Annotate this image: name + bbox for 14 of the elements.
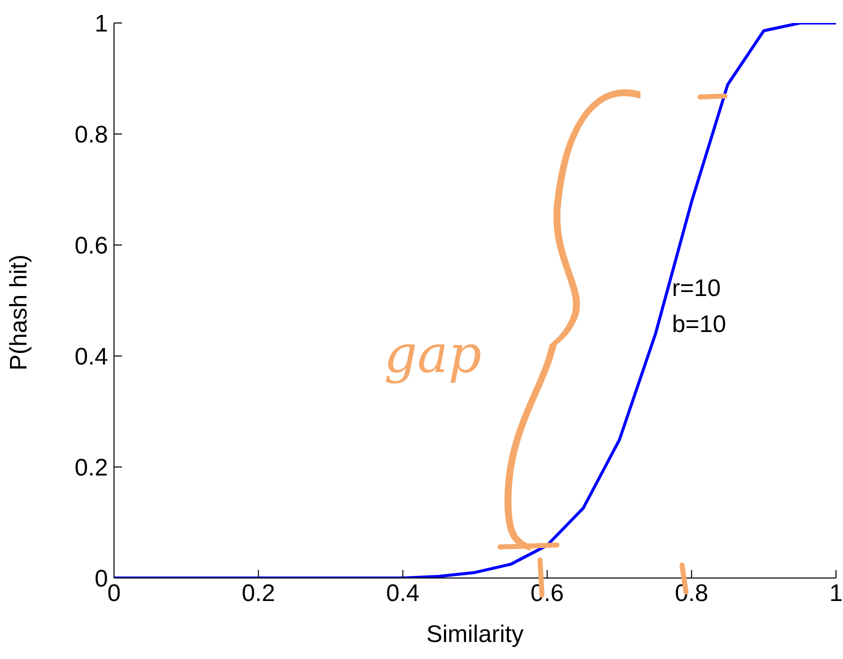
y-tick-label: 0.8 bbox=[74, 122, 108, 149]
y-tick-label: 0.2 bbox=[74, 454, 108, 482]
y-axis-title: P(hash hit) bbox=[6, 254, 33, 370]
x-tick-label: 0.2 bbox=[242, 580, 276, 608]
x-axis-title: Similarity bbox=[426, 621, 524, 648]
y-tick-label: 1 bbox=[94, 10, 108, 38]
annotation: b=10 bbox=[672, 311, 726, 338]
x-tick-label: 1 bbox=[829, 580, 843, 608]
x-tick-label: 0.4 bbox=[386, 580, 420, 608]
annotation: gap bbox=[384, 325, 482, 385]
annotation: r=10 bbox=[672, 275, 721, 302]
y-tick-label: 0.6 bbox=[74, 232, 108, 260]
line-series bbox=[114, 23, 836, 578]
y-tick-label: 0.4 bbox=[74, 344, 108, 371]
